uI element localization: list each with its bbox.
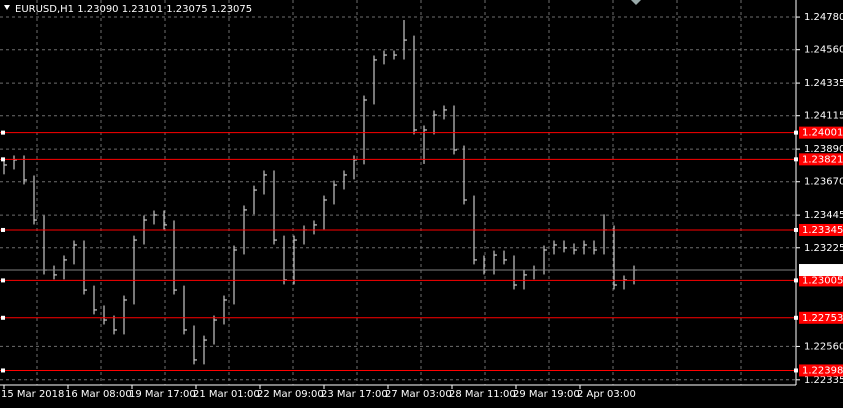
x-tick-label: 27 Mar 03:00 [385,389,452,400]
y-tick-label: 1.24560 [804,45,843,56]
shift-marker [631,0,641,5]
level-label-box [799,153,843,166]
x-tick-label: 2 Apr 03:00 [577,389,636,400]
level-label: 1.24001 [802,128,843,139]
level-handle [1,157,5,162]
level-label: 1.23005 [802,275,843,286]
level-label: 1.23821 [802,154,843,165]
level-label-box [799,311,843,324]
x-tick-label: 16 Mar 08:00 [65,389,132,400]
y-tick-label: 1.24780 [804,12,843,23]
y-tick-label: 1.24115 [804,111,843,122]
menu-arrow[interactable] [4,5,10,10]
level-label-box [799,223,843,236]
level-handle [1,130,5,135]
y-tick-label: 1.23225 [804,243,843,254]
current-price-box [799,264,843,277]
y-tick-label: 1.22560 [804,341,843,352]
level-handle [794,315,798,320]
level-label: 1.22398 [802,365,843,376]
level-handle [794,227,798,232]
current-price-label: 1.23075 [802,265,843,276]
level-label: 1.23345 [802,225,843,236]
chart-title: EURUSD,H1 1.23090 1.23101 1.23075 1.2307… [15,4,252,15]
y-tick-label: 1.24335 [804,78,843,89]
x-tick-label: 28 Mar 11:00 [449,389,516,400]
level-handle [1,278,5,283]
x-tick-label: 22 Mar 09:00 [257,389,324,400]
level-handle [794,130,798,135]
level-handle [794,368,798,373]
x-tick-label: 15 Mar 2018 [1,389,64,400]
level-label-box [799,274,843,287]
level-label-box [799,364,843,377]
x-tick-label: 19 Mar 17:00 [129,389,196,400]
x-tick-label: 21 Mar 01:00 [193,389,260,400]
vertical-grid [36,0,742,385]
y-tick-label: 1.23890 [804,144,843,155]
y-tick-label: 1.22335 [804,375,843,386]
level-handle [794,278,798,283]
level-handle [1,368,5,373]
y-tick-label: 1.23670 [804,177,843,188]
x-tick-label: 23 Mar 17:00 [321,389,388,400]
x-tick-label: 29 Mar 19:00 [513,389,580,400]
y-tick-label: 1.23445 [804,210,843,221]
level-handle [794,157,798,162]
level-handle [1,315,5,320]
level-handle [1,227,5,232]
level-label-box [799,126,843,139]
level-label: 1.22753 [802,313,843,324]
